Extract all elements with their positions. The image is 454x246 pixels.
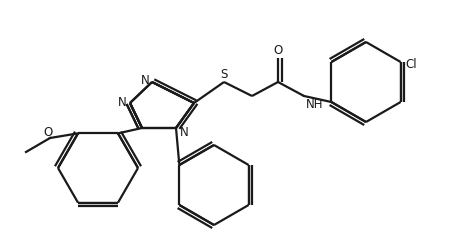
Text: Cl: Cl: [405, 58, 417, 71]
Text: N: N: [180, 125, 189, 138]
Text: N: N: [118, 96, 126, 109]
Text: O: O: [273, 45, 283, 58]
Text: NH: NH: [306, 98, 324, 111]
Text: O: O: [44, 125, 53, 138]
Text: N: N: [141, 74, 149, 87]
Text: S: S: [220, 68, 228, 81]
